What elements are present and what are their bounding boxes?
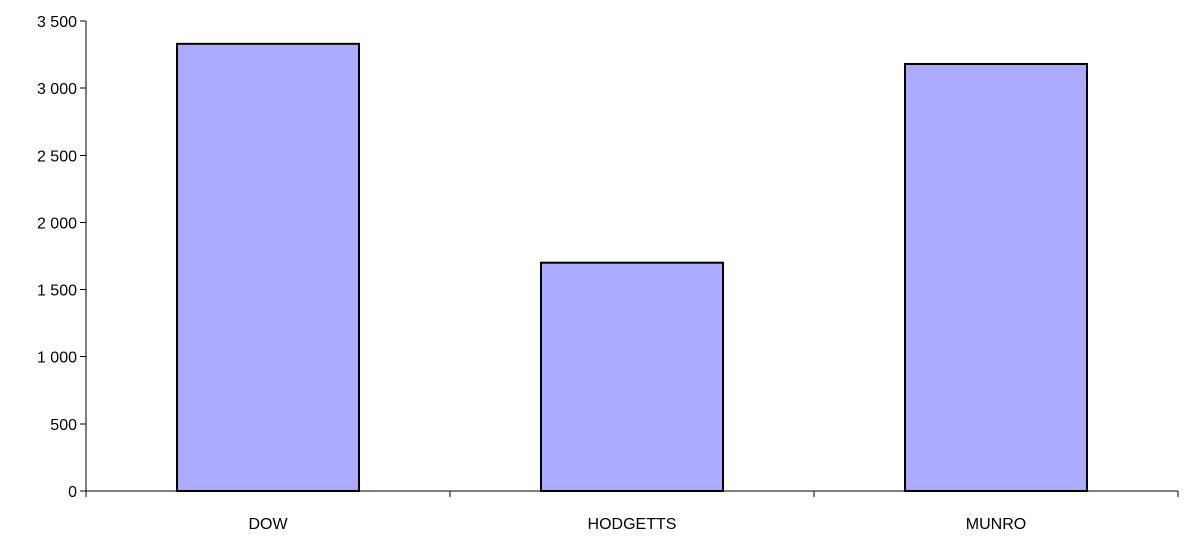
bar-dow (176, 42, 360, 492)
y-tick-label: 3 500 (37, 14, 77, 31)
x-tick-labels: DOW HODGETTS MUNRO (248, 516, 1026, 533)
y-axis: 0 500 1 000 1 500 2 000 2 500 3 000 3 500 (37, 14, 87, 501)
y-tick-label: 3 000 (37, 81, 77, 98)
bar-hodgetts (540, 261, 724, 493)
y-tick-label: 2 500 (37, 148, 77, 165)
x-tick-label: DOW (248, 516, 288, 533)
y-tick-label: 500 (50, 417, 77, 434)
x-tick-label: HODGETTS (588, 516, 677, 533)
y-tick-label: 1 500 (37, 283, 77, 300)
y-tick-label: 0 (68, 484, 77, 501)
y-tick-label: 2 000 (37, 215, 77, 232)
y-tick-label: 1 000 (37, 350, 77, 367)
bars (176, 42, 1088, 493)
x-tick-label: MUNRO (966, 516, 1026, 533)
bar-munro (904, 62, 1088, 492)
